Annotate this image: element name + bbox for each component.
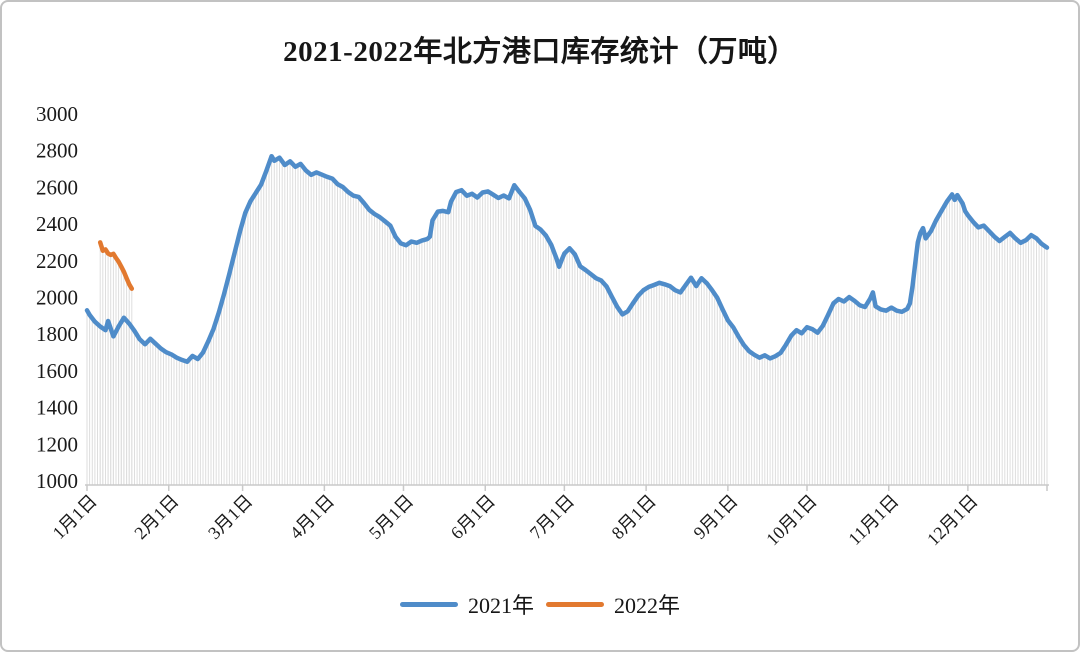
x-axis-tick-label: 4月1日 [286,491,338,543]
y-axis-tick-label: 1200 [36,432,78,456]
x-axis-tick-label: 1月1日 [49,491,101,543]
legend-line-2022-icon [546,601,604,607]
x-axis-tick-label: 11月1日 [844,491,902,549]
y-axis-tick-label: 2000 [36,286,78,310]
x-axis-tick-label: 3月1日 [204,491,256,543]
y-axis-tick-label: 1400 [36,396,78,420]
legend-item-2021: 2021年 [399,588,534,620]
legend-label-2021: 2021年 [467,593,534,618]
x-axis-tick-label: 7月1日 [526,491,578,543]
y-axis-tick-label: 2800 [36,139,78,163]
y-axis-tick-label: 1600 [36,359,78,383]
chart-title: 2021-2022年北方港口库存统计（万吨） [283,36,797,68]
x-axis-tick-label: 9月1日 [689,491,741,543]
series-line-2022年 [97,240,135,291]
series-line-2021年 [84,153,1050,364]
y-axis-tick-label: 2200 [36,249,78,273]
y-axis-tick-label: 1800 [36,322,78,346]
legend: 2021年 2022年 [2,588,1078,620]
y-axis-tick-label: 2600 [36,175,78,199]
x-axis-tick-label: 6月1日 [447,491,499,543]
x-axis-tick-label: 2月1日 [130,491,182,543]
y-axis-tick-label: 3000 [36,102,78,126]
y-axis-tick-label: 2400 [36,212,78,236]
legend-item-2022: 2022年 [546,588,680,620]
y-axis-tick-label: 1000 [36,469,78,493]
legend-line-2021-icon [399,601,458,607]
legend-label-2022: 2022年 [614,593,681,618]
x-axis-tick-label: 8月1日 [608,491,660,543]
x-axis-tick-label: 5月1日 [365,491,417,543]
x-axis-tick-label: 10月1日 [762,491,821,550]
x-axis-tick-label: 12月1日 [923,491,982,550]
